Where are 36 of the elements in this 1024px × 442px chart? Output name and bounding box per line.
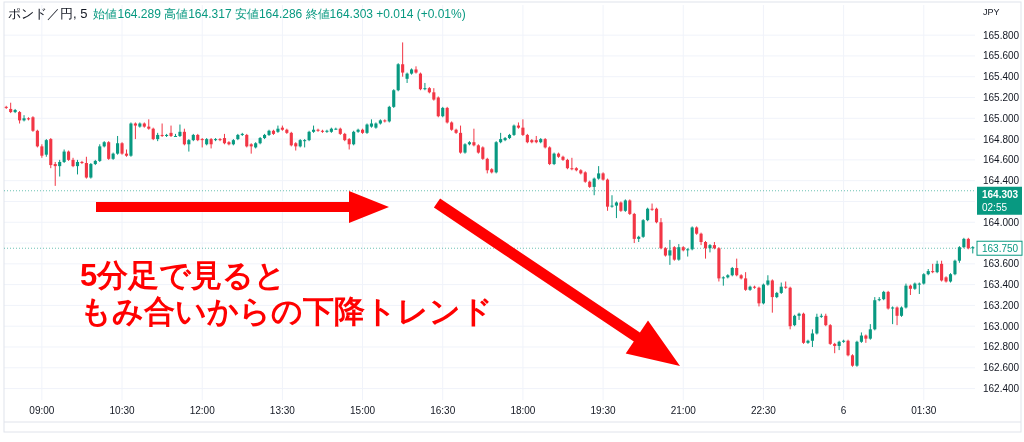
chart-subtitle: 始値164.289 高値164.317 安値164.286 終値164.303 +0.014 (+0.01%) (93, 7, 466, 21)
y-tick-label: 163.200 (983, 299, 1020, 311)
x-tick-label: 6 (840, 405, 847, 416)
y-tick-label: 165.800 (983, 29, 1020, 41)
x-tick-label: 15:00 (350, 405, 376, 416)
x-tick-label: 09:00 (29, 405, 55, 416)
y-tick-label: 162.800 (983, 341, 1020, 353)
ref-line-label: 163.750 (982, 242, 1019, 254)
annotation: もみ合いからの下降トレンド (80, 294, 493, 329)
y-tick-label: 164.600 (983, 154, 1020, 166)
y-tick-label: 164.400 (983, 175, 1020, 187)
x-tick-label: 19:30 (590, 405, 617, 416)
chart-title: ポンド／円, 5 (8, 6, 88, 21)
x-tick-label: 16:30 (430, 405, 456, 416)
ref-line-label: 164.303 (982, 188, 1019, 200)
x-tick-label: 01:30 (911, 405, 937, 416)
y-tick-label: 163.600 (983, 258, 1020, 270)
x-tick-label: 10:30 (109, 405, 135, 416)
y-tick-label: 164.000 (983, 216, 1020, 228)
y-tick-label: 165.600 (983, 50, 1020, 62)
y-tick-label: 163.400 (983, 279, 1020, 291)
annotation: 5分足で見ると (80, 258, 287, 293)
y-tick-label: 165.400 (983, 71, 1020, 83)
text: 02:55 (982, 201, 1008, 213)
y-tick-label: 165.200 (983, 92, 1020, 104)
x-tick-label: 22:30 (750, 405, 777, 416)
y-tick-label: 165.000 (983, 112, 1020, 124)
y-tick-label: 162.400 (983, 383, 1020, 395)
y-tick-label: 164.800 (983, 133, 1020, 145)
y-tick-label: 163.000 (983, 320, 1020, 332)
x-tick-label: 18:00 (510, 405, 536, 416)
x-tick-label: 12:00 (189, 405, 216, 416)
x-tick-label: 13:30 (269, 405, 296, 416)
y-axis-title: JPY (983, 7, 1000, 17)
x-tick-label: 21:00 (670, 405, 697, 416)
y-tick-label: 162.600 (983, 362, 1020, 374)
